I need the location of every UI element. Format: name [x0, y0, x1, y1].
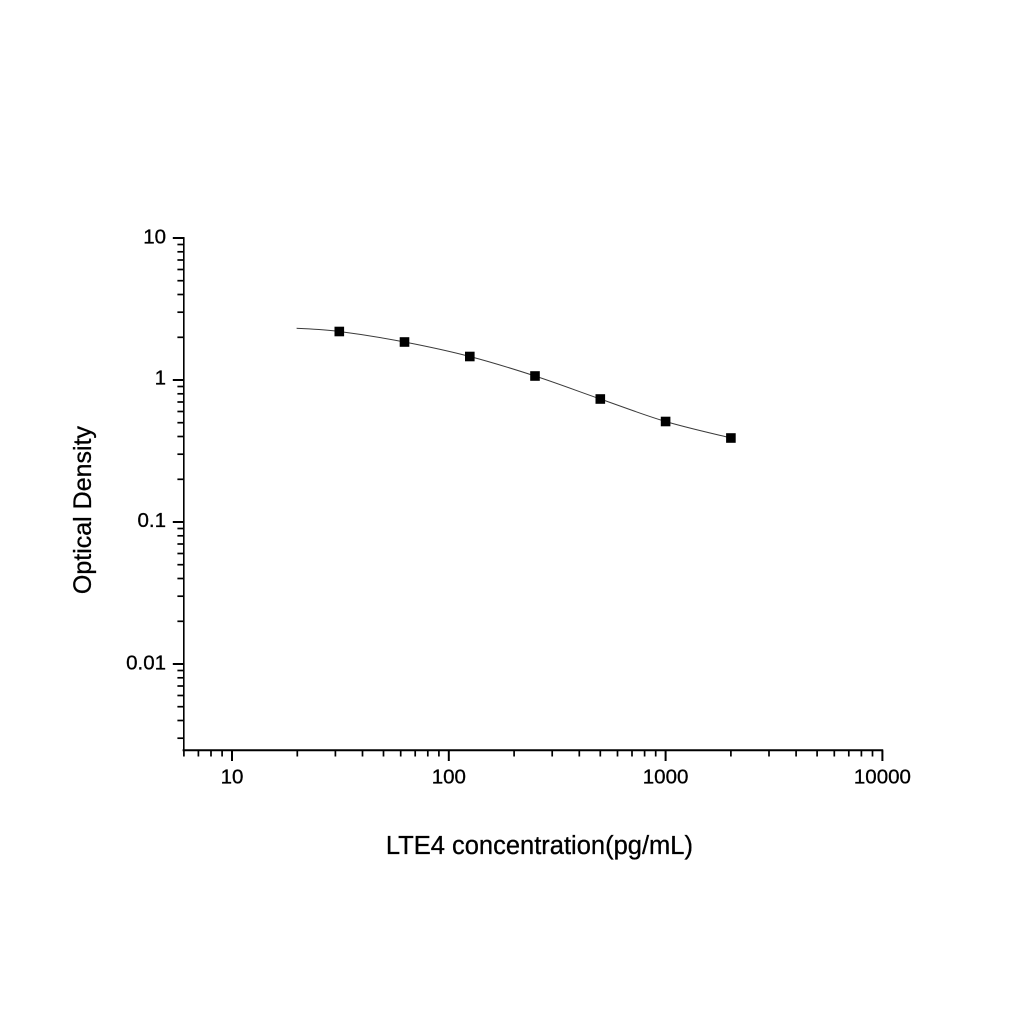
svg-text:10: 10: [143, 225, 166, 248]
svg-text:10: 10: [221, 766, 244, 789]
svg-text:Optical Density: Optical Density: [69, 425, 97, 594]
svg-text:0.01: 0.01: [126, 652, 166, 675]
svg-text:10000: 10000: [854, 766, 911, 789]
svg-text:1000: 1000: [643, 766, 689, 789]
svg-text:0.1: 0.1: [138, 509, 167, 532]
svg-text:1: 1: [155, 367, 166, 390]
svg-text:LTE4 concentration(pg/mL): LTE4 concentration(pg/mL): [386, 832, 693, 860]
svg-text:100: 100: [432, 766, 466, 789]
